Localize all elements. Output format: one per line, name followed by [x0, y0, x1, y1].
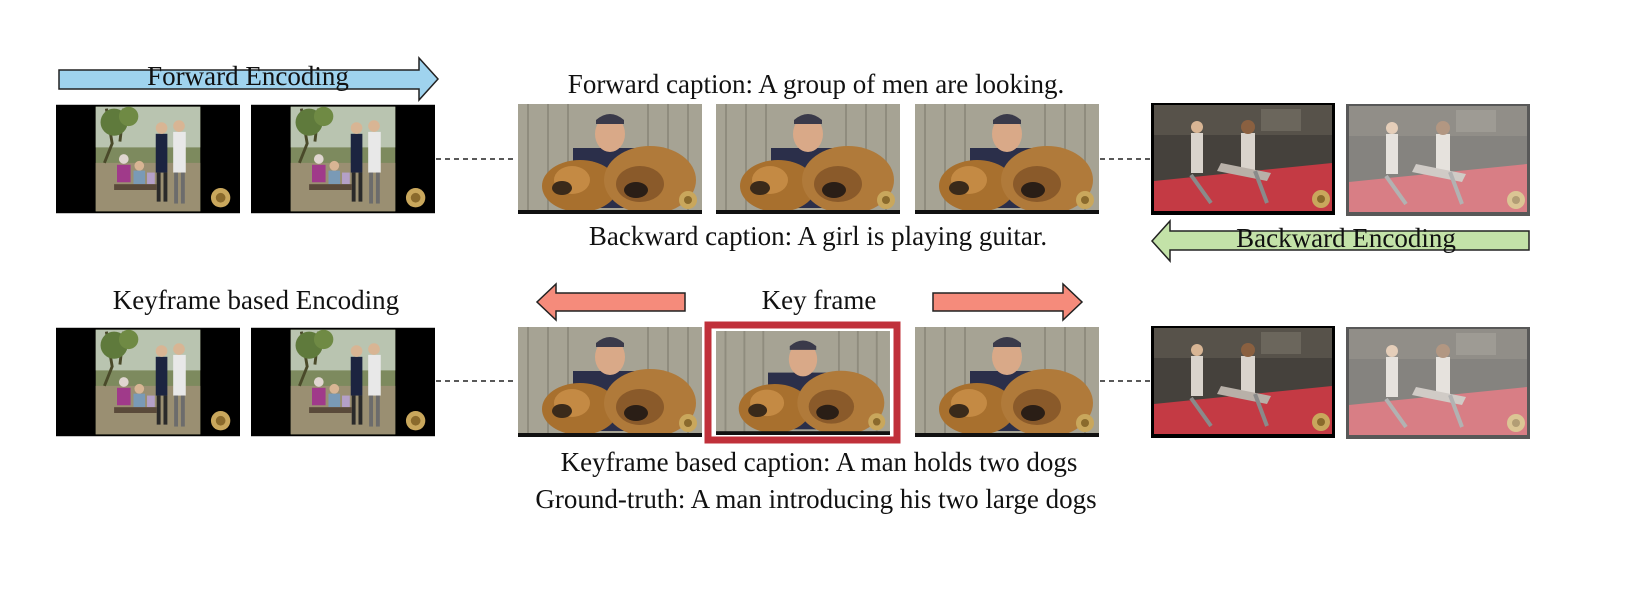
keyframe-caption: Keyframe based caption: A man holds two … [561, 447, 1078, 477]
keyframe-left-arrow [535, 282, 686, 322]
frame-park-4 [251, 327, 435, 437]
row2-frames [56, 321, 1530, 444]
keyframe-encoding-label: Keyframe based Encoding [113, 285, 399, 315]
frame-dogs-3 [915, 104, 1099, 214]
forward-arrow-shape [58, 56, 440, 102]
forward-caption: Forward caption: A group of men are look… [568, 69, 1064, 99]
ground-truth-caption: Ground-truth: A man introducing his two … [535, 484, 1096, 514]
frame-dogs-4 [518, 327, 702, 437]
backward-encoding-arrow: Backward Encoding [1150, 219, 1530, 263]
forward-encoding-label: Forward Encoding [147, 61, 349, 91]
backward-encoding-label: Backward Encoding [1236, 223, 1456, 253]
key-frame-highlight [704, 321, 901, 444]
forward-encoding-arrow: Forward Encoding [58, 56, 440, 102]
frame-park-1 [56, 104, 240, 214]
frame-girls-4 [1346, 327, 1530, 439]
backward-arrow-shape [1150, 219, 1530, 263]
frame-girls-2 [1346, 104, 1530, 216]
frame-park-3 [56, 327, 240, 437]
frame-park-2 [251, 104, 435, 214]
frame-dogs-key [716, 331, 890, 435]
row1-frames [56, 103, 1530, 216]
frame-dogs-1 [518, 104, 702, 214]
frame-girls-1 [1151, 103, 1335, 215]
frame-dogs-5 [915, 327, 1099, 437]
keyframe-right-arrow [932, 282, 1084, 322]
key-frame-label: Key frame [762, 285, 877, 315]
frame-dogs-2 [716, 104, 900, 214]
frame-girls-3 [1151, 326, 1335, 438]
backward-caption: Backward caption: A girl is playing guit… [589, 221, 1047, 251]
